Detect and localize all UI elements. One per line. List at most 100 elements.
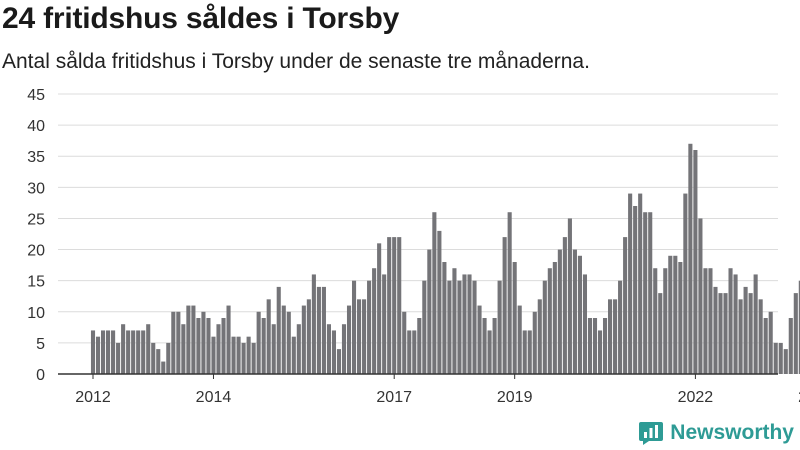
bar: [171, 311, 176, 374]
bar: [653, 268, 658, 374]
bar: [502, 237, 507, 374]
bar: [392, 237, 397, 374]
bar: [522, 330, 527, 374]
bar: [663, 268, 668, 374]
bar: [211, 336, 216, 374]
bar: [477, 305, 482, 374]
bar: [532, 311, 537, 374]
bar: [321, 286, 326, 374]
y-axis-ticks: 0 5 10 15 20 25 30 35 40 45: [27, 87, 45, 384]
bar: [201, 311, 206, 374]
bar: [131, 330, 136, 374]
bar: [296, 324, 301, 374]
bar: [191, 305, 196, 374]
bar: [336, 349, 342, 374]
bar: [507, 212, 512, 374]
bar: [407, 330, 412, 374]
y-tick-label: 30: [27, 180, 45, 197]
bar: [231, 336, 236, 374]
bar: [472, 280, 477, 374]
bar: [763, 318, 768, 374]
bar: [111, 330, 116, 374]
bar: [141, 330, 146, 374]
bar: [798, 280, 800, 374]
bar: [397, 237, 402, 374]
bar: [618, 280, 623, 374]
bar: [151, 342, 156, 374]
bar: [367, 280, 372, 374]
bar: [723, 293, 728, 374]
bar: [271, 324, 276, 374]
bar: [402, 311, 407, 374]
bar: [136, 330, 141, 374]
y-tick-label: 40: [27, 118, 45, 135]
bar: [497, 280, 502, 374]
x-tick-label: 2014: [196, 389, 232, 406]
bar: [417, 318, 422, 374]
bar: [437, 230, 442, 374]
bar: [427, 249, 432, 374]
bar: [116, 342, 121, 374]
y-tick-label: 15: [27, 274, 45, 291]
bar: [351, 280, 357, 374]
bar: [90, 330, 96, 374]
y-tick-label: 10: [27, 305, 45, 322]
bar: [331, 330, 337, 374]
x-tick-label: 2022: [678, 389, 714, 406]
bar: [251, 342, 256, 374]
bar: [447, 280, 452, 374]
bar: [482, 318, 487, 374]
bar: [266, 299, 271, 374]
bar: [768, 311, 773, 374]
bar: [678, 262, 683, 374]
bar: [387, 237, 392, 374]
bar: [577, 255, 582, 374]
bar: [286, 311, 291, 374]
bar: [512, 262, 517, 374]
bar: [557, 249, 562, 374]
bar: [346, 305, 352, 374]
bar: [306, 299, 311, 374]
bar: [733, 274, 738, 374]
bar: [708, 268, 713, 374]
bar: [442, 262, 447, 374]
bar: [161, 361, 166, 374]
bar: [753, 274, 758, 374]
y-tick-label: 35: [27, 149, 45, 166]
bar: [457, 280, 462, 374]
bar: [226, 305, 231, 374]
bar: [176, 311, 181, 374]
bar: [301, 305, 306, 374]
y-tick-label: 25: [27, 211, 45, 228]
bar: [537, 299, 542, 374]
bar: [718, 293, 723, 374]
newsworthy-brand: Newsworthy: [638, 418, 794, 448]
bar: [236, 336, 241, 374]
bar: [562, 237, 567, 374]
bar: [412, 330, 417, 374]
bar: [582, 274, 588, 374]
bar: [542, 280, 547, 374]
bar: [728, 268, 733, 374]
bar: [638, 193, 643, 374]
bar: [126, 330, 131, 374]
bar: [291, 336, 296, 374]
bar: [100, 330, 106, 374]
bar: [527, 330, 532, 374]
bar: [382, 274, 387, 374]
x-tick-label: 2019: [497, 389, 533, 406]
bar: [452, 268, 457, 374]
bar: [95, 336, 101, 374]
bar: [693, 150, 698, 374]
brand-name: Newsworthy: [670, 421, 794, 444]
bar: [587, 318, 593, 374]
bar: [778, 342, 783, 374]
bar: [256, 311, 261, 374]
bar: [698, 218, 703, 374]
bar: [683, 193, 688, 374]
y-tick-label: 5: [36, 336, 45, 353]
bar: [246, 336, 251, 374]
y-tick-label: 45: [27, 87, 45, 104]
y-tick-label: 0: [36, 367, 45, 384]
